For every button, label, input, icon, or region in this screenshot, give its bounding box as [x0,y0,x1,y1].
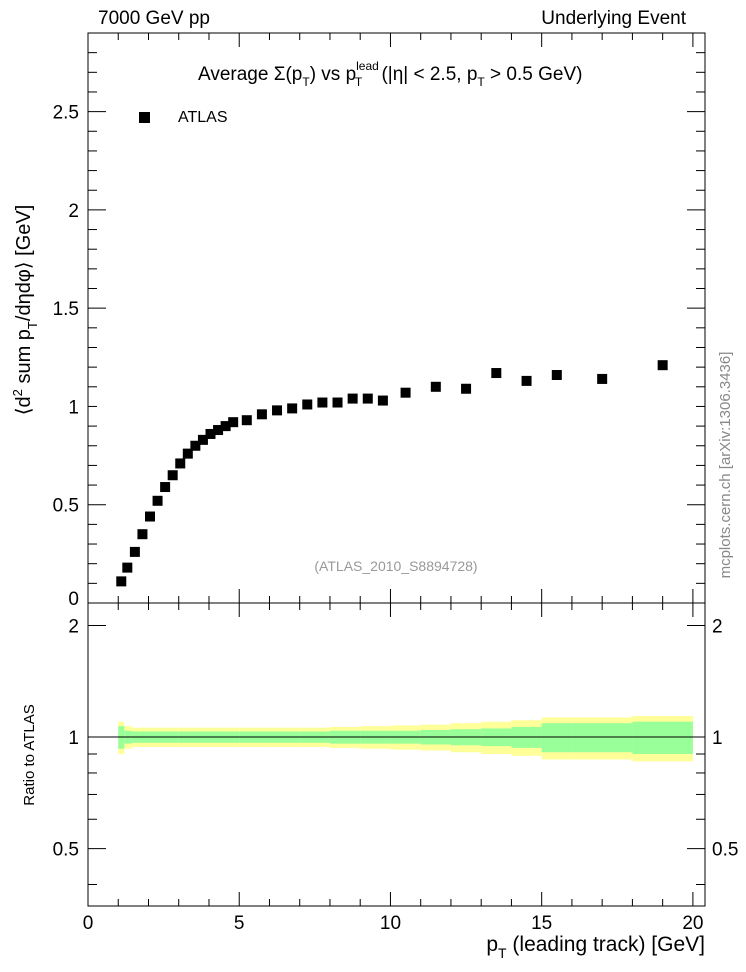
ratio-band-inner [632,721,693,755]
data-point [228,417,239,428]
y-tick-label: 0.5 [53,496,79,517]
data-point [197,434,208,445]
legend-label-atlas: ATLAS [178,109,228,126]
x-tick-label: 15 [531,913,552,934]
data-points [116,360,668,587]
ratio-tick-label-left: 0.5 [53,840,79,861]
data-point [551,370,562,380]
data-point [137,529,148,540]
x-tick-label: 5 [234,913,245,934]
data-point [491,368,502,379]
ratio-bands [118,715,693,762]
data-point [190,440,201,451]
data-point [317,397,328,408]
data-point [152,495,163,506]
x-tick-label: 0 [83,913,94,934]
data-point [657,360,668,371]
y-tick-label: 2.5 [53,103,79,124]
data-point [241,415,252,426]
data-point [145,511,156,522]
data-point [461,383,472,394]
axis-tick-labels: 0 5 10 15 20 0 0.5 1 1.5 2 2.5 0.5 0.5 1 1 2 2 [53,103,739,934]
data-point [122,562,133,573]
ratio-band-inner [541,723,572,753]
data-point [272,405,283,416]
ratio-tick-label-right: 2 [712,616,723,637]
y-tick-label: 2 [68,201,79,222]
analysis-id: (ATLAS_2010_S8894728) [314,558,477,574]
data-point [213,425,224,436]
y-tick-label: 1 [68,397,79,418]
data-point [205,428,216,439]
ratio-tick-label-left: 2 [68,616,79,637]
data-point [302,399,313,410]
data-point [347,393,358,404]
ratio-tick-label-right: 0.5 [712,840,738,861]
ratio-tick-label-left: 1 [68,728,79,749]
data-point [597,373,608,384]
data-point [116,576,127,587]
data-point [377,395,388,406]
y-axis-label: ⟨d2 sum pT/dηdφ⟩ [GeV] [10,205,40,416]
data-point [167,470,178,481]
data-point [521,375,532,386]
data-point [332,397,343,408]
data-point [220,421,231,432]
data-point [182,448,193,459]
data-point [400,387,411,398]
data-point [287,403,298,414]
axis-ticks [87,32,705,906]
data-point [256,409,267,420]
ratio-band-inner [571,723,633,753]
data-point [160,482,171,493]
data-point [129,546,140,557]
x-axis-label: pT (leading track) [GeV] [486,933,705,961]
legend-marker-atlas [139,112,150,123]
x-tick-label: 10 [380,913,401,934]
y-tick-label: 1.5 [53,299,79,320]
header-beam-info: 7000 GeV pp [98,8,210,29]
data-point [430,381,441,392]
data-point [362,393,373,404]
y-tick-label: 0 [68,589,79,610]
ratio-y-axis-label: Ratio to ATLAS [21,704,38,805]
chart-title: Average Σ(pT) vs plead T (|η| < 2.5, pT >… [198,59,582,89]
header-process: Underlying Event [541,8,686,29]
data-point [175,458,186,469]
x-tick-label: 20 [682,913,703,934]
ratio-tick-label-right: 1 [712,728,723,749]
